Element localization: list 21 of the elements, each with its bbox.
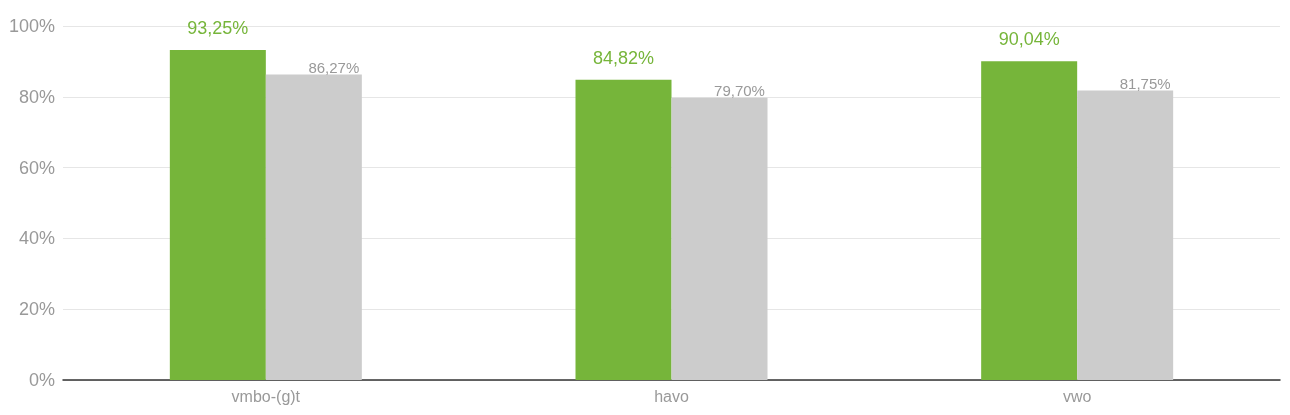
y-tick-label: 100% — [8, 16, 55, 36]
data-label: 81,75% — [1119, 74, 1171, 92]
bar — [671, 97, 768, 380]
y-tick-label: 60% — [18, 157, 55, 178]
y-tick-label: 0% — [28, 370, 55, 390]
bar — [575, 79, 672, 380]
bar — [1077, 90, 1174, 380]
y-tick-label: 80% — [18, 86, 55, 107]
data-label: 90,04% — [998, 29, 1060, 50]
bar — [265, 74, 362, 380]
x-tick-label: vmbo-(g)t — [231, 387, 301, 405]
data-label: 84,82% — [592, 47, 655, 68]
x-tick-label: vwo — [1062, 387, 1092, 405]
y-tick-label: 40% — [18, 228, 55, 249]
bar — [981, 61, 1078, 380]
data-label: 93,25% — [187, 17, 249, 38]
y-tick-label: 20% — [18, 299, 55, 320]
x-tick-label: havo — [654, 387, 689, 405]
data-label: 86,27% — [308, 58, 360, 76]
bar — [169, 49, 266, 380]
data-label: 79,70% — [714, 81, 765, 99]
